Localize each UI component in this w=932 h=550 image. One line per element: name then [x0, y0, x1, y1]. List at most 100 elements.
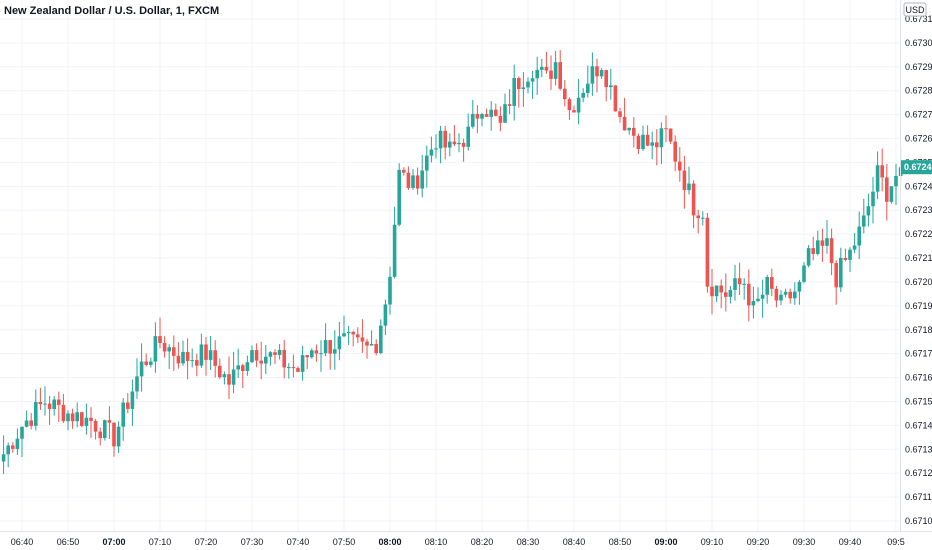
- candle-body: [668, 128, 673, 142]
- bearish-candle: [195, 353, 199, 377]
- candles[interactable]: [1, 50, 903, 475]
- bearish-candle: [47, 396, 52, 425]
- candle-body: [641, 134, 645, 150]
- candle-body: [673, 141, 677, 162]
- bullish-candle: [733, 264, 737, 301]
- bullish-candle: [75, 402, 79, 428]
- candle-body: [328, 340, 332, 354]
- candle-body: [420, 170, 424, 189]
- bearish-candle: [558, 50, 562, 91]
- bullish-candle: [438, 125, 443, 164]
- candle-body: [103, 420, 107, 439]
- candle-body: [466, 126, 470, 147]
- candle-body: [282, 349, 286, 368]
- candle-body: [213, 350, 217, 366]
- bearish-candle: [291, 354, 296, 378]
- candle-body: [714, 285, 719, 297]
- candle-body: [38, 401, 43, 405]
- bearish-candle: [668, 128, 673, 145]
- bearish-candle: [61, 394, 66, 423]
- bullish-candle: [448, 133, 452, 157]
- candle-body: [544, 66, 549, 71]
- bullish-candle: [337, 322, 342, 361]
- candle-body: [305, 355, 309, 358]
- bearish-candle: [80, 411, 84, 428]
- candle-body: [195, 360, 199, 366]
- bullish-candle: [434, 134, 438, 159]
- bearish-candle: [98, 427, 102, 446]
- bearish-candle: [645, 125, 650, 147]
- candle-body: [733, 278, 737, 290]
- candle-body: [517, 78, 521, 90]
- candle-body: [751, 301, 756, 306]
- candle-body: [512, 78, 516, 106]
- candle-body: [415, 175, 420, 189]
- candle-body: [507, 104, 512, 106]
- time-tick-label: 08:40: [563, 537, 586, 547]
- bearish-candle: [885, 163, 889, 221]
- bullish-candle: [609, 68, 613, 100]
- bearish-candle: [567, 97, 572, 121]
- candle-body: [875, 165, 880, 192]
- time-tick-label: 09:30: [793, 537, 816, 547]
- candle-body: [797, 281, 802, 292]
- candle-body: [687, 183, 691, 191]
- candle-body: [834, 263, 838, 288]
- candle-body: [540, 66, 544, 70]
- candle-body: [167, 347, 171, 352]
- candle-body: [392, 224, 397, 277]
- candle-body: [438, 130, 443, 149]
- bullish-candle: [839, 247, 843, 293]
- chart-title: New Zealand Dollar / U.S. Dollar, 1, FXC…: [4, 5, 220, 17]
- bullish-candle: [319, 340, 323, 372]
- bearish-candle: [829, 228, 834, 276]
- bearish-candle: [691, 180, 696, 229]
- candle-body: [112, 422, 116, 447]
- bullish-candle: [420, 154, 424, 198]
- bearish-candle: [282, 339, 286, 379]
- candle-body: [728, 289, 733, 297]
- current-price-label: 0.67248: [904, 162, 932, 172]
- bullish-candle: [889, 186, 894, 204]
- candle-body: [162, 343, 167, 352]
- bullish-candle: [24, 410, 29, 428]
- candle-body: [43, 403, 47, 405]
- bearish-candle: [305, 355, 309, 370]
- time-tick-label: 08:50: [609, 537, 632, 547]
- bullish-candle: [181, 340, 185, 366]
- candle-body: [89, 417, 93, 421]
- candle-body: [678, 161, 682, 171]
- bullish-candle: [153, 322, 158, 373]
- bearish-candle: [811, 236, 815, 261]
- bearish-candle: [563, 80, 567, 107]
- bullish-candle: [641, 125, 645, 151]
- bullish-candle: [866, 193, 871, 227]
- candle-body: [636, 135, 641, 150]
- bearish-candle: [820, 228, 825, 262]
- bullish-candle: [521, 72, 526, 107]
- candle-body: [208, 350, 213, 360]
- bullish-candle: [20, 426, 24, 458]
- candle-body: [659, 128, 664, 148]
- candle-body: [20, 426, 24, 439]
- candle-body: [356, 334, 360, 338]
- bearish-candle: [549, 55, 553, 90]
- candle-body: [682, 170, 687, 191]
- bullish-candle: [540, 58, 544, 78]
- bearish-candle: [747, 269, 751, 322]
- bearish-candle: [93, 418, 98, 440]
- bearish-candle: [406, 166, 411, 191]
- time-axis[interactable]: 06:40 06:50 07:00 07:10 07:20 07:30 07:40 07:50…: [11, 537, 905, 547]
- candle-body: [75, 412, 79, 422]
- bearish-candle: [11, 442, 15, 453]
- bullish-candle: [848, 247, 852, 273]
- bullish-candle: [701, 211, 705, 226]
- candle-body: [788, 291, 792, 299]
- bearish-candle: [89, 407, 93, 439]
